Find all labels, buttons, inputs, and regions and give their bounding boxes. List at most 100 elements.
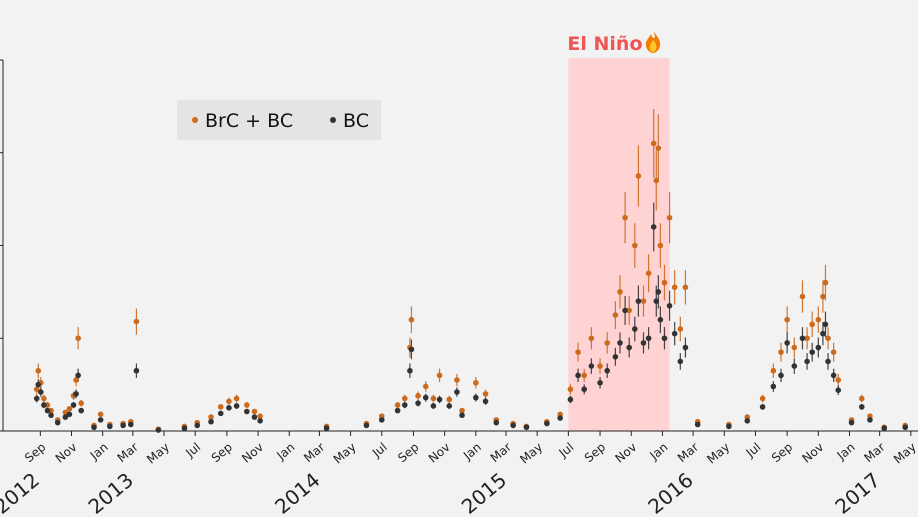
data-point — [422, 383, 429, 390]
data-point — [41, 395, 47, 402]
data-point — [799, 335, 806, 342]
data-point — [588, 335, 595, 342]
data-point — [726, 423, 732, 430]
data-point — [858, 395, 865, 402]
data-point — [815, 344, 822, 351]
data-point — [567, 396, 574, 403]
data-point — [430, 395, 437, 402]
data-point — [640, 340, 647, 346]
data-point — [70, 402, 77, 408]
data-point — [41, 402, 47, 408]
data-point — [635, 173, 642, 179]
data-point — [622, 214, 628, 221]
data-point — [597, 363, 603, 369]
data-point — [226, 398, 232, 405]
data-point — [830, 372, 837, 379]
data-point — [408, 346, 415, 353]
data-point — [597, 379, 603, 386]
data-point — [233, 395, 240, 402]
data-point — [510, 422, 516, 429]
data-point — [62, 414, 69, 420]
data-point — [626, 344, 632, 351]
data-point — [436, 372, 443, 379]
data-point — [784, 340, 790, 346]
data-point — [881, 425, 888, 432]
data-point — [804, 335, 810, 342]
data-point — [544, 420, 550, 427]
data-point — [632, 326, 638, 332]
data-point — [671, 330, 678, 337]
data-point — [770, 383, 777, 390]
data-point — [778, 372, 784, 379]
data-point — [35, 367, 42, 374]
data-point — [759, 404, 766, 410]
data-point — [604, 367, 611, 374]
data-point — [835, 377, 842, 383]
data-point — [635, 298, 642, 304]
data-point — [401, 402, 408, 408]
data-point — [694, 421, 701, 428]
data-point — [575, 349, 581, 355]
data-point — [251, 414, 258, 420]
data-point — [378, 417, 385, 423]
data-point — [226, 405, 232, 411]
data-point — [588, 363, 595, 369]
data-point — [902, 424, 909, 431]
data-point — [394, 402, 401, 408]
data-point — [459, 412, 465, 419]
data-point — [323, 425, 330, 432]
data-point — [581, 386, 588, 393]
data-point — [257, 417, 263, 424]
series-bc — [33, 224, 909, 433]
data-point — [408, 316, 415, 323]
data-point — [482, 391, 489, 397]
data-point — [454, 377, 460, 383]
data-point — [48, 412, 54, 419]
data-point — [640, 298, 647, 304]
fire-icon — [645, 31, 661, 53]
data-point — [682, 344, 689, 351]
legend-marker-brc-bc — [192, 117, 198, 123]
data-point — [822, 321, 829, 328]
data-point — [657, 242, 664, 249]
data-point — [645, 270, 652, 277]
data-point — [73, 391, 79, 397]
data-point — [38, 389, 44, 395]
data-point — [208, 418, 214, 425]
data-point — [645, 335, 652, 342]
data-point — [33, 395, 40, 402]
data-point — [446, 396, 453, 403]
data-point — [523, 424, 530, 431]
data-point — [78, 407, 85, 414]
data-point — [133, 367, 140, 374]
data-point — [66, 405, 73, 412]
data-point — [473, 394, 479, 401]
data-point — [825, 358, 831, 365]
data-point — [394, 407, 401, 414]
data-point — [557, 415, 563, 421]
y-ticks — [0, 59, 3, 432]
data-point — [655, 145, 662, 151]
data-point — [73, 377, 79, 383]
data-point — [581, 372, 588, 379]
data-point — [858, 404, 865, 410]
data-point — [825, 335, 831, 342]
data-point — [208, 414, 214, 420]
data-point — [653, 177, 660, 184]
data-point — [830, 349, 837, 355]
data-point — [75, 372, 81, 379]
legend-marker-bc — [330, 117, 336, 123]
data-point — [677, 326, 684, 332]
data-point — [575, 372, 581, 379]
data-point — [446, 403, 453, 409]
data-point — [493, 419, 500, 426]
data-point — [401, 395, 408, 402]
data-point — [612, 354, 619, 360]
data-point — [744, 417, 751, 424]
data-point — [233, 403, 240, 409]
legend-label-brc-bc: BrC + BC — [205, 110, 293, 132]
data-point — [799, 293, 806, 300]
data-point — [33, 386, 40, 393]
data-point — [820, 293, 826, 300]
data-point — [835, 387, 842, 393]
